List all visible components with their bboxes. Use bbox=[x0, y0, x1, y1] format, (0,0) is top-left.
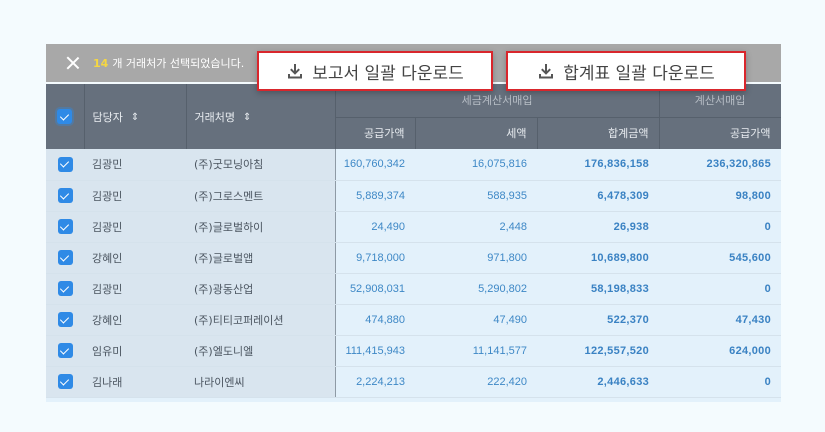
manager-cell: 김광민 bbox=[84, 211, 186, 243]
row-checkbox-cell bbox=[46, 242, 84, 274]
vendor-cell: (주)굿모닝아침 bbox=[186, 149, 336, 181]
supply-cell: 474,880 bbox=[335, 304, 415, 336]
summary-bulk-download-button[interactable]: 합계표 일괄 다운로드 bbox=[506, 51, 746, 91]
tax-cell: 47,490 bbox=[415, 304, 537, 336]
vendor-cell: (주)티티코퍼레이션 bbox=[186, 304, 336, 336]
row-checkbox-cell bbox=[46, 366, 84, 398]
tax-cell: 971,800 bbox=[415, 242, 537, 274]
vendor-cell: (주)글로벌하이 bbox=[186, 211, 336, 243]
tax-cell: 16,075,816 bbox=[415, 149, 537, 181]
column-header-vendor[interactable]: 거래처명 ⇕ bbox=[186, 84, 336, 149]
table-row[interactable]: 강혜인 (주)티티코퍼레이션 474,880 47,490 522,370 47,430 bbox=[46, 304, 781, 336]
manager-cell: 임유미 bbox=[84, 335, 186, 367]
supply2-cell: 0 bbox=[659, 366, 781, 398]
supply-cell: 24,490 bbox=[335, 211, 415, 243]
download-icon bbox=[537, 62, 555, 80]
selection-message: 14 개 거래처가 선택되었습니다. bbox=[93, 55, 244, 71]
vendor-cell: (주)엘도니엘 bbox=[186, 335, 336, 367]
supply2-cell: 545,600 bbox=[659, 242, 781, 274]
row-checkbox-cell bbox=[46, 180, 84, 212]
supply-cell: 9,718,000 bbox=[335, 242, 415, 274]
row-checkbox[interactable] bbox=[57, 188, 73, 203]
supply2-cell: 236,320,865 bbox=[659, 149, 781, 181]
select-all-checkbox[interactable] bbox=[57, 109, 73, 124]
row-checkbox[interactable] bbox=[57, 219, 73, 234]
row-checkbox[interactable] bbox=[57, 281, 73, 296]
column-header-supply-2: 공급가액 bbox=[659, 116, 781, 149]
supply2-cell: 0 bbox=[659, 211, 781, 243]
tax-cell: 11,141,577 bbox=[415, 335, 537, 367]
manager-cell: 김나래 bbox=[84, 366, 186, 398]
report-bulk-download-button[interactable]: 보고서 일괄 다운로드 bbox=[257, 51, 493, 91]
row-checkbox-cell bbox=[46, 211, 84, 243]
manager-cell: 강혜인 bbox=[84, 304, 186, 336]
supply-cell: 52,908,031 bbox=[335, 273, 415, 305]
summary-bulk-download-label: 합계표 일괄 다운로드 bbox=[563, 63, 715, 84]
column-header-supply: 공급가액 bbox=[335, 116, 416, 149]
row-checkbox[interactable] bbox=[57, 250, 73, 265]
selected-count: 14 bbox=[93, 57, 109, 70]
manager-cell: 김광민 bbox=[84, 180, 186, 212]
sort-icon[interactable]: ⇕ bbox=[130, 112, 140, 123]
total-cell: 58,198,833 bbox=[537, 273, 660, 305]
row-checkbox[interactable] bbox=[57, 343, 73, 358]
total-cell: 10,689,800 bbox=[537, 242, 660, 274]
supply2-cell: 47,430 bbox=[659, 304, 781, 336]
table-row[interactable]: 강혜인 (주)글로벌앱 9,718,000 971,800 10,689,800 545,… bbox=[46, 242, 781, 274]
supply2-cell: 0 bbox=[659, 273, 781, 305]
vendor-cell: (주)광동산업 bbox=[186, 273, 336, 305]
vendor-header-label: 거래처명 bbox=[194, 110, 235, 124]
row-checkbox-cell bbox=[46, 335, 84, 367]
supply-cell: 111,415,943 bbox=[335, 335, 415, 367]
vendor-table: 담당자 ⇕ 거래처명 ⇕ 세금계산서매입 계산서매입 공급가액 세액 합계금액 공급… bbox=[46, 84, 781, 402]
sort-icon[interactable]: ⇕ bbox=[242, 112, 252, 123]
supply2-cell: 624,000 bbox=[659, 335, 781, 367]
tax-cell: 5,290,802 bbox=[415, 273, 537, 305]
manager-header-label: 담당자 bbox=[92, 110, 123, 124]
supply-cell: 5,889,374 bbox=[335, 180, 415, 212]
vendor-cell: 나라이엔씨 bbox=[186, 366, 336, 398]
column-header-total: 합계금액 bbox=[537, 116, 660, 149]
row-checkbox[interactable] bbox=[57, 374, 73, 389]
table-row[interactable]: 김나래 나라이엔씨 2,224,213 222,420 2,446,633 0 bbox=[46, 366, 781, 398]
tax-cell: 222,420 bbox=[415, 366, 537, 398]
total-cell: 522,370 bbox=[537, 304, 660, 336]
manager-cell: 강혜인 bbox=[84, 242, 186, 274]
total-cell: 176,836,158 bbox=[537, 149, 660, 181]
column-header-tax: 세액 bbox=[415, 116, 538, 149]
row-checkbox[interactable] bbox=[57, 312, 73, 327]
selection-text: 개 거래처가 선택되었습니다. bbox=[112, 57, 245, 70]
report-bulk-download-label: 보고서 일괄 다운로드 bbox=[312, 63, 464, 84]
total-cell: 26,938 bbox=[537, 211, 660, 243]
row-checkbox-cell bbox=[46, 273, 84, 305]
select-all-cell bbox=[46, 84, 85, 149]
tax-cell: 2,448 bbox=[415, 211, 537, 243]
total-cell: 122,557,520 bbox=[537, 335, 660, 367]
supply2-cell: 98,800 bbox=[659, 180, 781, 212]
download-icon bbox=[286, 62, 304, 80]
vendor-cell: (주)그로스멘트 bbox=[186, 180, 336, 212]
total-cell: 6,478,309 bbox=[537, 180, 660, 212]
row-checkbox-cell bbox=[46, 149, 84, 181]
table-row[interactable]: 임유미 (주)엘도니엘 111,415,943 11,141,577 122,557,5… bbox=[46, 335, 781, 367]
close-icon[interactable] bbox=[63, 53, 83, 73]
table-row[interactable]: 김광민 (주)굿모닝아침 160,760,342 16,075,816 176,836,… bbox=[46, 149, 781, 181]
supply-cell: 2,224,213 bbox=[335, 366, 415, 398]
manager-cell: 김광민 bbox=[84, 149, 186, 181]
table-row[interactable]: 김광민 (주)광동산업 52,908,031 5,290,802 58,198,833 0 bbox=[46, 273, 781, 305]
column-header-manager[interactable]: 담당자 ⇕ bbox=[84, 84, 187, 149]
table-row[interactable]: 김광민 (주)그로스멘트 5,889,374 588,935 6,478,309 98,8… bbox=[46, 180, 781, 212]
table-row[interactable]: 김광민 (주)글로벌하이 24,490 2,448 26,938 0 bbox=[46, 211, 781, 243]
tax-cell: 588,935 bbox=[415, 180, 537, 212]
vendor-cell: (주)글로벌앱 bbox=[186, 242, 336, 274]
total-cell: 2,446,633 bbox=[537, 366, 660, 398]
supply-cell: 160,760,342 bbox=[335, 149, 415, 181]
row-checkbox-cell bbox=[46, 304, 84, 336]
manager-cell: 김광민 bbox=[84, 273, 186, 305]
row-checkbox[interactable] bbox=[57, 156, 73, 172]
